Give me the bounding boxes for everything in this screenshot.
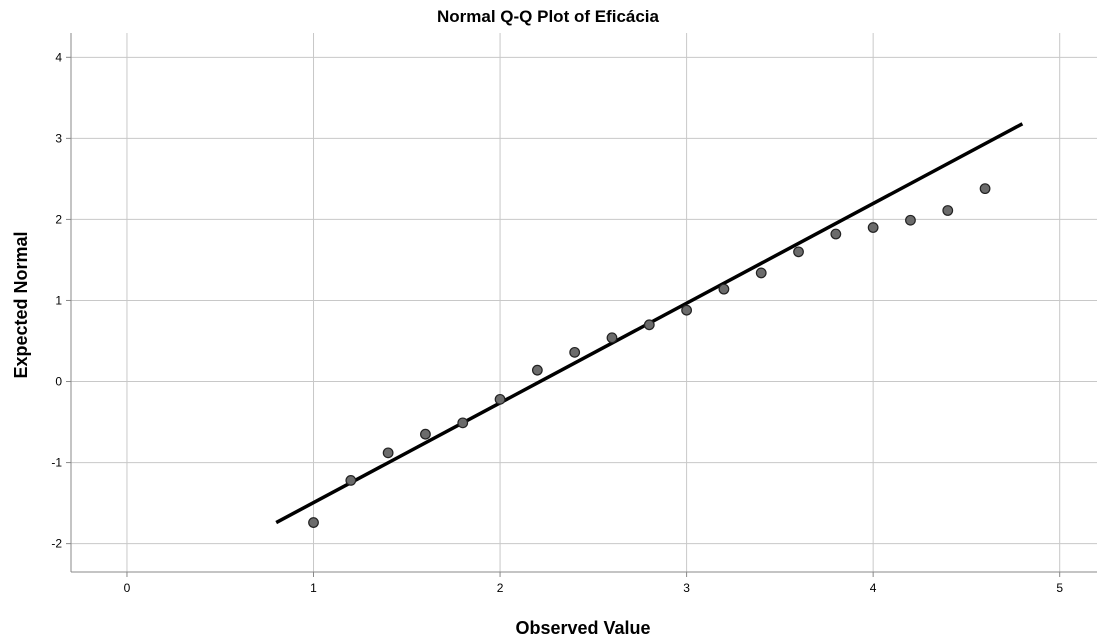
- grid-lines: [71, 33, 1097, 572]
- x-axis-label: Observed Value: [515, 618, 650, 638]
- y-tick-label: -2: [51, 537, 62, 551]
- x-tick-label: 3: [683, 581, 690, 595]
- y-tick-label: 2: [55, 212, 62, 226]
- data-points: [308, 183, 991, 528]
- y-tick-label: -1: [51, 456, 62, 470]
- data-point: [345, 475, 357, 486]
- y-tick-label: 1: [55, 293, 62, 307]
- x-tick-label: 5: [1056, 581, 1063, 595]
- data-point: [942, 205, 954, 216]
- data-point: [643, 319, 655, 331]
- x-tick-label: 4: [870, 581, 877, 595]
- data-point: [308, 517, 319, 528]
- chart-title: Normal Q-Q Plot of Eficácia: [437, 7, 660, 26]
- data-point: [681, 304, 692, 316]
- data-point: [979, 183, 991, 195]
- data-point: [569, 346, 581, 358]
- data-point: [905, 214, 916, 226]
- data-point: [793, 246, 804, 258]
- data-point: [606, 332, 618, 344]
- y-tick-label: 0: [55, 375, 62, 389]
- y-axis-label: Expected Normal: [11, 231, 31, 378]
- axes: [66, 33, 1097, 577]
- data-point: [867, 222, 879, 233]
- data-point: [718, 283, 730, 295]
- data-point: [830, 228, 842, 240]
- y-tick-label: 3: [55, 131, 62, 145]
- x-tick-label: 1: [310, 581, 317, 595]
- data-point: [457, 417, 469, 429]
- data-point: [382, 447, 394, 459]
- x-tick-label: 0: [124, 581, 131, 595]
- data-point: [420, 428, 431, 440]
- data-point: [494, 393, 506, 405]
- y-tick-label: 4: [55, 50, 62, 64]
- data-point: [531, 364, 543, 376]
- tick-labels: 0 1 2 3 4 5 -2 -1 0 1 2 3 4: [51, 50, 1063, 595]
- data-point: [755, 267, 767, 279]
- x-tick-label: 2: [497, 581, 504, 595]
